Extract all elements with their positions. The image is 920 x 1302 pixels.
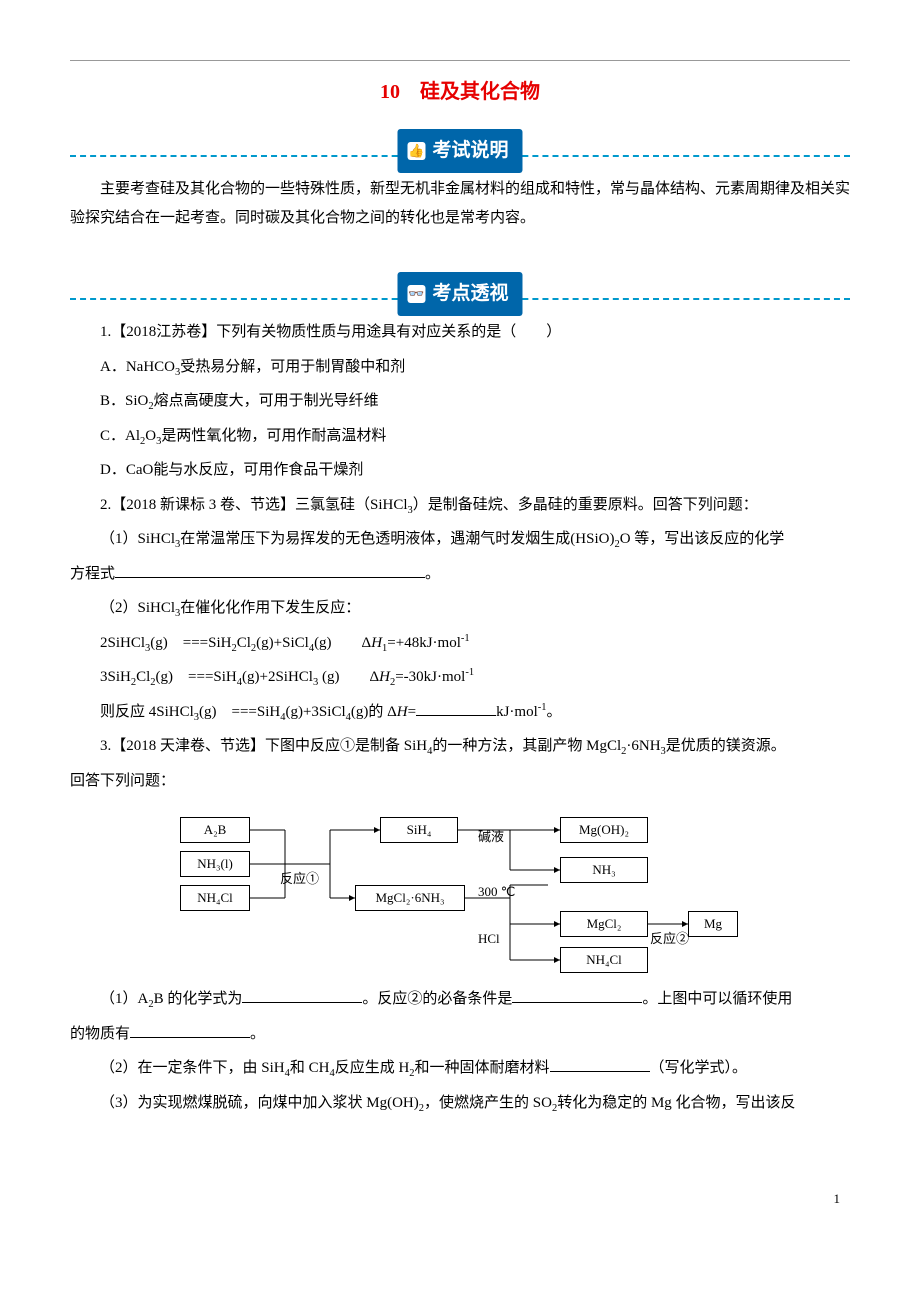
q2-p1-tail: 方程式。 <box>70 560 850 589</box>
flow-node-Mg: Mg <box>688 911 738 937</box>
q3-p2: （2）在一定条件下，由 SiH4和 CH4反应生成 H2和一种固体耐磨材料（写化… <box>70 1054 850 1083</box>
flow-node-SiH4: SiH₄ <box>380 817 458 843</box>
blank-product <box>550 1071 650 1072</box>
flow-node-MgCl2: MgCl₂ <box>560 911 648 937</box>
q1-B: B．SiO2熔点高硬度大，可用于制光导纤维 <box>70 387 850 416</box>
q1-A: A．NaHCO3受热易分解，可用于制胃酸中和剂 <box>70 353 850 382</box>
flow-text-rxn2: 反应② <box>650 927 689 952</box>
flow-text-t300: 300 ℃ <box>478 880 515 905</box>
thumb-icon: 👍 <box>407 142 425 160</box>
flow-node-A2B: A₂B <box>180 817 250 843</box>
q3-stem-tail: 回答下列问题： <box>70 767 850 796</box>
flow-text-alkali: 碱液 <box>478 825 504 850</box>
flow-text-rxn1: 反应① <box>280 867 319 892</box>
banner-text-1: 考试说明 <box>432 133 508 169</box>
q2-eq1: 2SiHCl3(g) ===SiH2Cl2(g)+SiCl4(g) ΔH1=+4… <box>70 629 850 658</box>
blank-equation <box>115 577 425 578</box>
banner-exam-note: 👍 考试说明 <box>70 129 850 157</box>
q3-p3: （3）为实现燃煤脱硫，向煤中加入浆状 Mg(OH)2，使燃烧产生的 SO2转化为… <box>70 1089 850 1118</box>
q2-eq2: 3SiH2Cl2(g) ===SiH4(g)+2SiHCl3 (g) ΔH2=-… <box>70 663 850 692</box>
q1-C: C．Al2O3是两性氧化物，可用作耐高温材料 <box>70 422 850 451</box>
flow-node-MgOH2: Mg(OH)₂ <box>560 817 648 843</box>
flow-node-NH4Cl: NH₄Cl <box>180 885 250 911</box>
binoculars-icon: 👓 <box>407 285 425 303</box>
q2-p2: （2）SiHCl3在催化化作用下发生反应： <box>70 594 850 623</box>
q2-stem: 2.【2018 新课标 3 卷、节选】三氯氢硅（SiHCl3）是制备硅烷、多晶硅… <box>70 491 850 520</box>
page-title: 10 硅及其化合物 <box>70 73 850 111</box>
q2-eq3: 则反应 4SiHCl3(g) ===SiH4(g)+3SiCl4(g)的 ΔH=… <box>70 698 850 727</box>
banner-point-view: 👓 考点透视 <box>70 272 850 300</box>
section-explanation: 主要考查硅及其化合物的一些特殊性质，新型无机非金属材料的组成和特性，常与晶体结构… <box>70 175 850 232</box>
flow-text-HCl: HCl <box>478 927 500 952</box>
blank-cond <box>512 1002 642 1003</box>
flow-node-NH3l: NH₃(l) <box>180 851 250 877</box>
page-number: 1 <box>70 1187 850 1212</box>
q1-stem: 1.【2018江苏卷】下列有关物质性质与用途具有对应关系的是（ ） <box>70 318 850 347</box>
blank-dh <box>416 715 496 716</box>
q3-p1: （1）A2B 的化学式为。反应②的必备条件是。上图中可以循环使用 <box>70 985 850 1014</box>
flow-node-NH4Cl2: NH₄Cl <box>560 947 648 973</box>
flowchart-diagram: A₂B NH₃(l) NH₄Cl SiH₄ MgCl₂·6NH₃ Mg(OH)₂ NH₃ Mg… <box>180 807 740 977</box>
banner-text-2: 考点透视 <box>432 276 508 312</box>
q1-D: D．CaO能与水反应，可用作食品干燥剂 <box>70 456 850 485</box>
top-divider <box>70 60 850 61</box>
blank-formula <box>242 1002 362 1003</box>
q3-stem: 3.【2018 天津卷、节选】下图中反应①是制备 SiH4的一种方法，其副产物 … <box>70 732 850 761</box>
q3-p1-tail: 的物质有。 <box>70 1020 850 1049</box>
flow-node-MgCl6: MgCl₂·6NH₃ <box>355 885 465 911</box>
flow-node-NH3: NH₃ <box>560 857 648 883</box>
blank-recycle <box>130 1037 250 1038</box>
q2-p1: （1）SiHCl3在常温常压下为易挥发的无色透明液体，遇潮气时发烟生成(HSiO… <box>70 525 850 554</box>
